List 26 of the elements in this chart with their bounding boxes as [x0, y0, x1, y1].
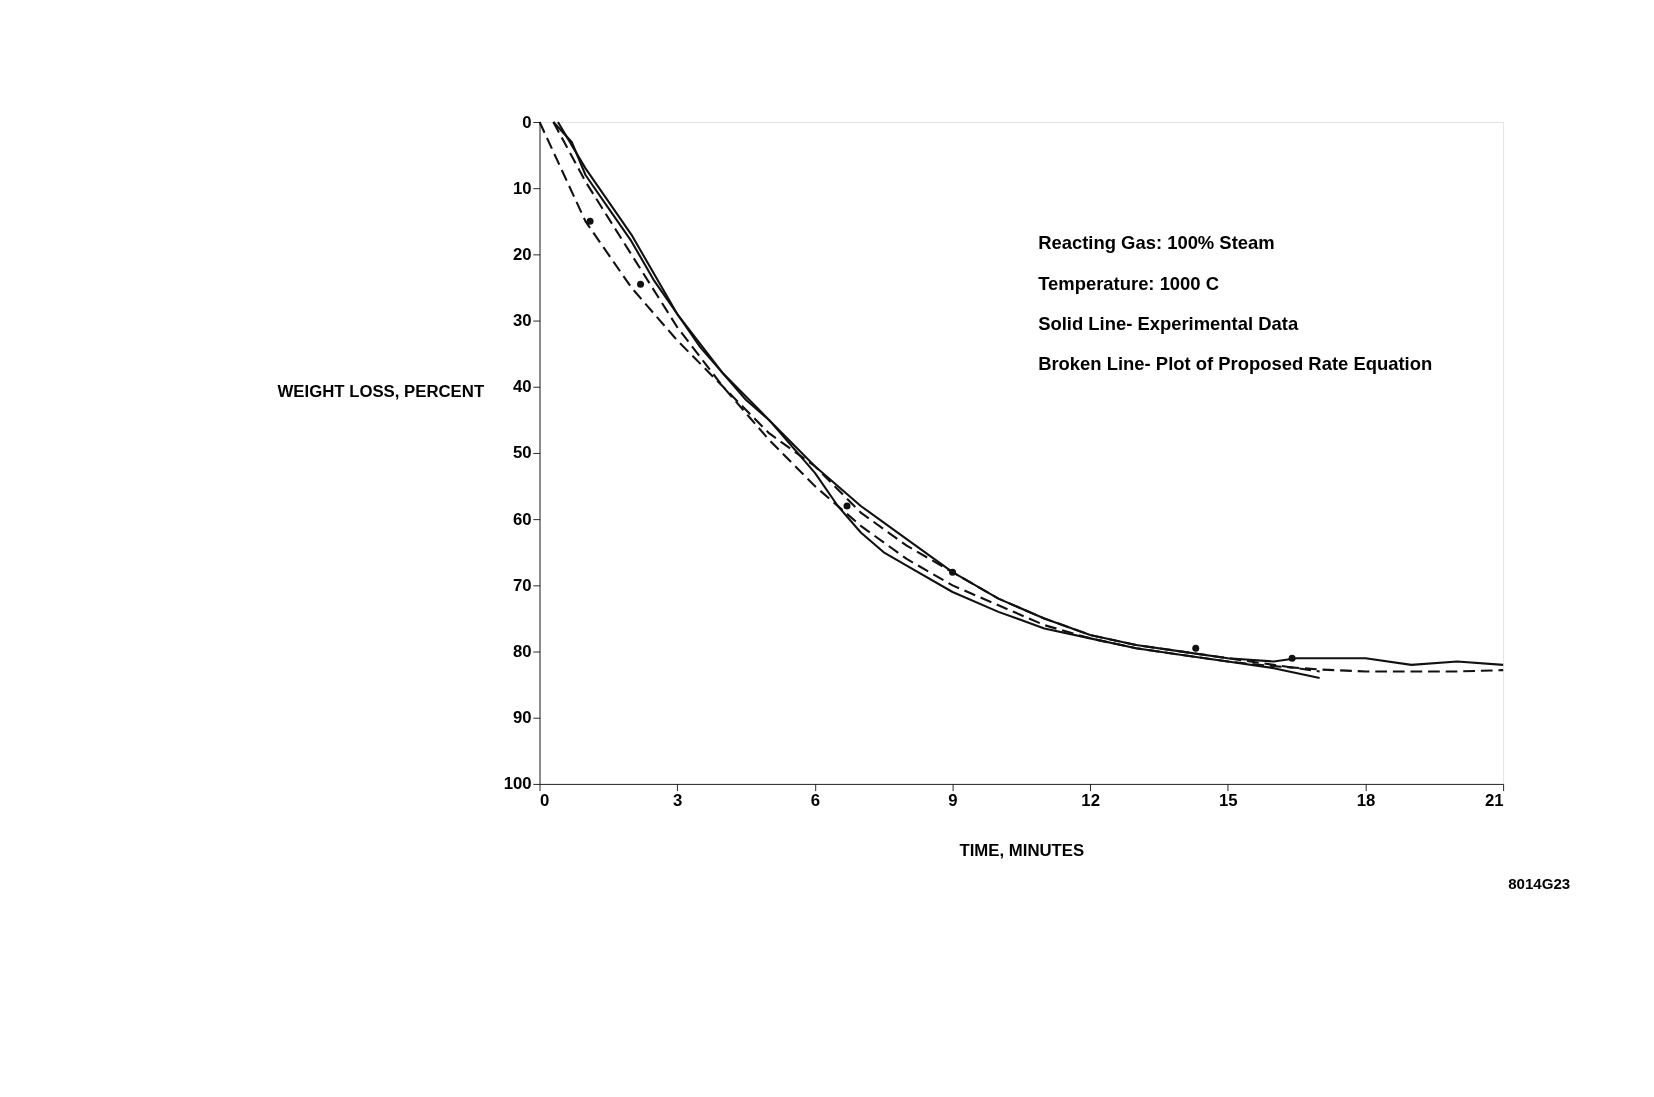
- x-tick-label: 0: [540, 791, 550, 811]
- x-tick-label: 3: [673, 791, 683, 811]
- x-axis-title: TIME, MINUTES: [959, 841, 1085, 861]
- x-tick-label: 9: [948, 791, 958, 811]
- x-tick-label: 12: [1081, 791, 1100, 811]
- annotation: Temperature: 1000 C: [1038, 272, 1220, 294]
- annotation: Solid Line- Experimental Data: [1038, 312, 1299, 334]
- y-tick-label: 90: [513, 708, 532, 728]
- x-tick-label: 18: [1356, 791, 1376, 811]
- y-tick-label: 10: [513, 178, 532, 198]
- annotation: Reacting Gas: 100% Steam: [1038, 232, 1275, 254]
- y-axis-title: WEIGHT LOSS, PERCENT: [277, 382, 485, 402]
- y-tick-label: 30: [513, 311, 532, 331]
- x-tick-label: 15: [1218, 791, 1238, 811]
- y-tick-label: 70: [513, 575, 532, 595]
- y-tick-label: 40: [513, 377, 532, 397]
- y-tick-label: 60: [513, 509, 532, 529]
- y-tick-label: 80: [513, 642, 532, 662]
- y-tick-label: 100: [503, 774, 532, 794]
- x-tick-label: 21: [1484, 791, 1504, 811]
- text: 8014G23: [1508, 874, 1571, 892]
- x-tick-label: 6: [810, 791, 820, 811]
- y-tick-label: 0: [522, 112, 532, 132]
- y-tick-label: 20: [513, 244, 532, 264]
- y-tick-label: 50: [513, 443, 532, 463]
- annotation: Broken Line- Plot of Proposed Rate Equation: [1038, 353, 1433, 375]
